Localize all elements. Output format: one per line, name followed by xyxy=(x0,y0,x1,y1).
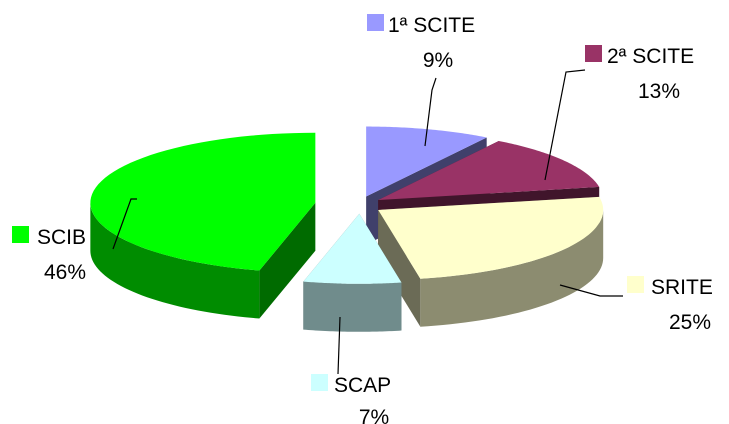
slice-top xyxy=(90,132,316,271)
slice-side xyxy=(90,202,260,319)
legend-key xyxy=(585,45,602,62)
leader-line xyxy=(424,77,437,147)
data-label-category: 2ª SCITE xyxy=(607,45,694,68)
data-label-value: 46% xyxy=(44,261,86,284)
data-label-category: SCAP xyxy=(334,374,391,397)
data-label-category: SCIB xyxy=(37,226,86,249)
slice-top xyxy=(366,126,487,197)
slice-side xyxy=(303,281,402,332)
data-label-value: 25% xyxy=(669,311,711,334)
slice-wall xyxy=(378,209,421,327)
pie-slice-srite xyxy=(378,196,604,327)
data-label-category: SRITE xyxy=(651,276,713,299)
legend-key xyxy=(627,276,644,293)
leader-line xyxy=(544,69,586,181)
data-label-category: 1ª SCITE xyxy=(388,14,475,37)
slice-top xyxy=(378,196,604,279)
leader-line xyxy=(112,198,137,250)
leader-line xyxy=(337,316,341,375)
pie-slice-scib xyxy=(90,132,316,319)
pie-slice-scap xyxy=(303,213,402,332)
leader-line xyxy=(559,284,623,297)
legend-key xyxy=(311,374,328,391)
slice-wall xyxy=(259,202,316,319)
slice-side xyxy=(420,209,604,327)
legend-key xyxy=(367,14,384,31)
data-label-value: 9% xyxy=(423,49,453,72)
slice-top xyxy=(378,140,600,201)
data-label-value: 7% xyxy=(359,406,389,424)
slice-top xyxy=(303,213,402,284)
data-label-value: 13% xyxy=(638,80,680,103)
legend-key xyxy=(12,226,29,243)
